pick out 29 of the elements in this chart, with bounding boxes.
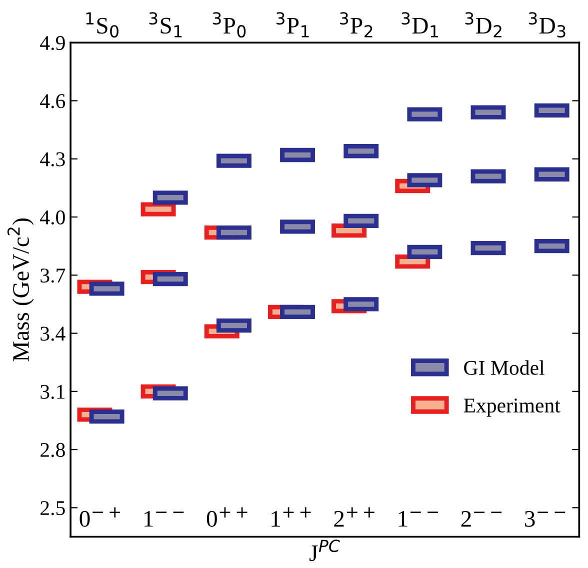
x-axis-title: J$^{PC}$ <box>310 540 340 562</box>
y-tick-label: 2.5 <box>40 501 65 516</box>
y-tick-label: 4.6 <box>40 94 66 108</box>
annotation: 0$^{−+}$ <box>80 507 120 527</box>
y-tick-label: 4.3 <box>40 152 65 166</box>
annotation: 2$^{−−}$ <box>461 510 502 527</box>
annotation: 3$^{−−}$ <box>525 510 566 527</box>
y-tick-label: 3.4 <box>40 326 66 341</box>
annotation: 0$^{++}$ <box>206 507 248 527</box>
x-tick-label: $^{3}$S$_{1}$ <box>149 12 182 38</box>
x-tick-label: $^{1}$S$_{0}$ <box>86 12 118 38</box>
y-tick-label: 2.8 <box>40 442 65 458</box>
y-tick-label: 3.7 <box>40 268 66 283</box>
annotation: 1$^{−−}$ <box>398 510 438 527</box>
y-tick-label: 4.9 <box>40 36 65 50</box>
annotation: 1$^{++}$ <box>272 507 311 527</box>
x-tick-label: $^{3}$D$_{3}$ <box>528 12 566 38</box>
legend-label: Experiment <box>464 398 560 417</box>
x-tick-label: $^{3}$P$_{1}$ <box>276 12 309 38</box>
x-tick-label: $^{3}$P$_{0}$ <box>212 12 246 38</box>
x-tick-label: $^{3}$D$_{2}$ <box>465 12 502 38</box>
y-tick-label: 4.0 <box>40 210 65 225</box>
y-tick-label: 3.1 <box>40 384 64 399</box>
legend-label: GI Model <box>464 360 544 375</box>
annotation: 2$^{++}$ <box>334 507 374 527</box>
x-tick-label: $^{3}$P$_{2}$ <box>340 12 372 38</box>
x-tick-label: $^{3}$D$_{1}$ <box>402 12 438 38</box>
annotation: 1$^{−−}$ <box>144 510 184 527</box>
y-axis-title: Mass (GeV/c$^{2}$) <box>7 218 34 362</box>
